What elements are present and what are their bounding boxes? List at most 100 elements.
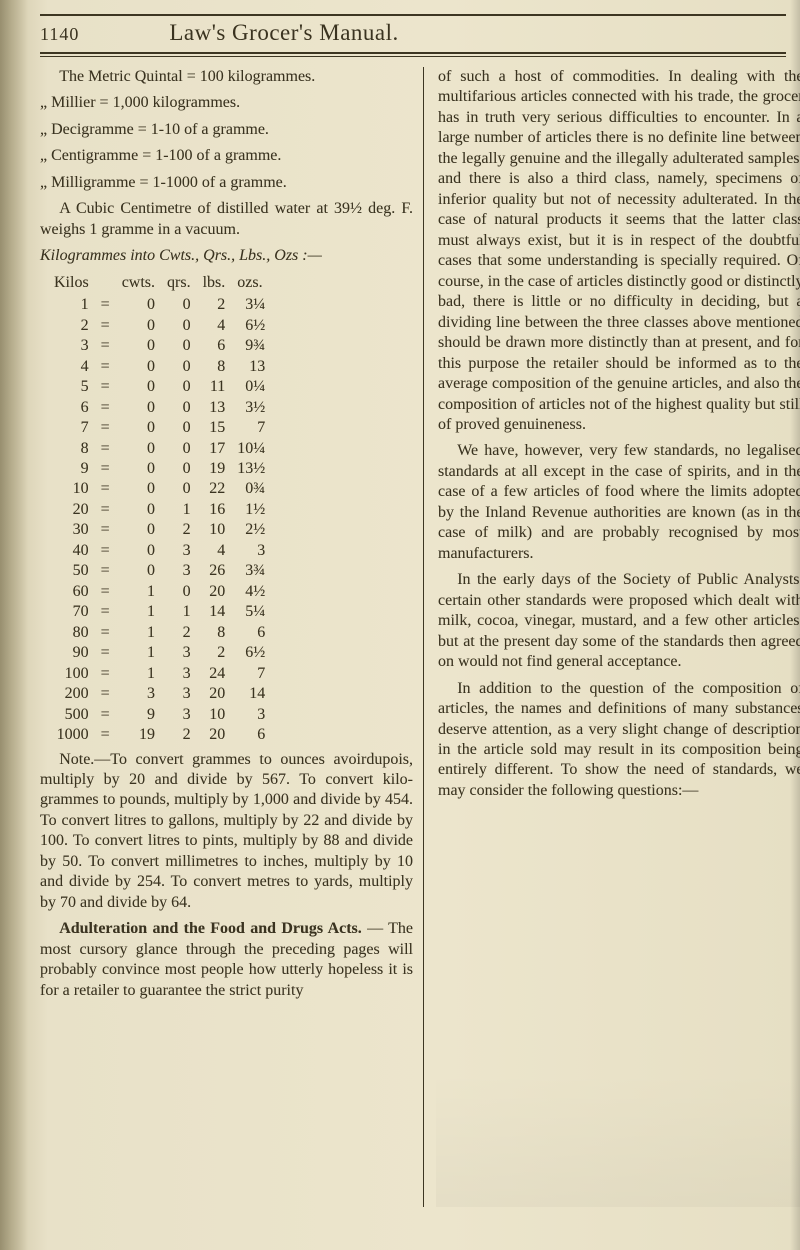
adulteration-para: Adulteration and the Food and Drugs Acts… xyxy=(40,919,413,1001)
table-cell: 0 xyxy=(116,295,161,315)
page-edge-shadow xyxy=(790,0,800,1250)
table-cell: 1 xyxy=(116,602,161,622)
table-cell: 2½ xyxy=(231,520,271,540)
right-p3: In the early days of the Society of Publ… xyxy=(438,570,800,672)
table-row: 90=1326½ xyxy=(48,643,271,663)
table-row: 20=01161½ xyxy=(48,500,271,520)
intro-cubic: A Cubic Centimetre of distilled water at… xyxy=(40,199,413,240)
intro-milli: „ Milligramme = 1-1000 of a gramme. xyxy=(40,173,413,193)
table-cell: 1½ xyxy=(231,500,271,520)
hdr-cwts: cwts. xyxy=(116,273,161,295)
page-number: 1140 xyxy=(40,24,79,45)
table-cell: 3 xyxy=(161,643,197,663)
table-cell: 0 xyxy=(116,336,161,356)
table-cell: 14 xyxy=(231,684,271,704)
table-cell: 17 xyxy=(197,439,232,459)
rule-thin xyxy=(40,56,786,57)
table-cell: = xyxy=(95,520,116,540)
table-cell: 8 xyxy=(48,439,95,459)
table-cell: 0 xyxy=(116,561,161,581)
table-cell: 22 xyxy=(197,479,232,499)
table-cell: 7 xyxy=(231,664,271,684)
table-cell: = xyxy=(95,725,116,745)
table-cell: 60 xyxy=(48,582,95,602)
table-cell: 4 xyxy=(48,357,95,377)
table-cell: 40 xyxy=(48,541,95,561)
table-row: 40=0343 xyxy=(48,541,271,561)
table-cell: 10¼ xyxy=(231,439,271,459)
table-row: 80=1286 xyxy=(48,623,271,643)
table-cell: 0 xyxy=(116,541,161,561)
table-cell: 20 xyxy=(197,684,232,704)
table-cell: 0 xyxy=(116,357,161,377)
table-row: 70=11145¼ xyxy=(48,602,271,622)
table-cell: 2 xyxy=(161,623,197,643)
table-cell: 1 xyxy=(48,295,95,315)
table-cell: 9 xyxy=(48,459,95,479)
table-cell: 0 xyxy=(161,582,197,602)
table-cell: 200 xyxy=(48,684,95,704)
table-cell: = xyxy=(95,377,116,397)
table-cell: 0 xyxy=(161,377,197,397)
table-cell: 4½ xyxy=(231,582,271,602)
table-cell: = xyxy=(95,357,116,377)
table-cell: 19 xyxy=(197,459,232,479)
table-cell: 3 xyxy=(161,664,197,684)
table-row: 4=00813 xyxy=(48,357,271,377)
table-cell: = xyxy=(95,705,116,725)
table-cell: 0 xyxy=(116,459,161,479)
table-row: 7=00157 xyxy=(48,418,271,438)
table-row: 9=001913½ xyxy=(48,459,271,479)
right-p2: We have, however, very few stan­dards, n… xyxy=(438,441,800,564)
table-cell: = xyxy=(95,582,116,602)
table-cell: 8 xyxy=(197,357,232,377)
table-cell: = xyxy=(95,684,116,704)
right-p1: of such a host of commodities. In dealin… xyxy=(438,67,800,435)
table-cell: 13 xyxy=(197,398,232,418)
intro-quintal: The Metric Quintal = 100 kilo­grammes. xyxy=(40,67,413,87)
column-right: of such a host of commodities. In dealin… xyxy=(436,67,800,1207)
table-cell: 0 xyxy=(161,439,197,459)
table-cell: 2 xyxy=(161,520,197,540)
conversion-table: Kilos cwts. qrs. lbs. ozs. 1=0023¼2=0046… xyxy=(48,273,271,746)
table-cell: 90 xyxy=(48,643,95,663)
table-cell: 6 xyxy=(197,336,232,356)
table-cell: 5¼ xyxy=(231,602,271,622)
table-cell: 1 xyxy=(116,623,161,643)
table-row: 5=00110¼ xyxy=(48,377,271,397)
table-cell: 0 xyxy=(116,500,161,520)
table-row: 8=001710¼ xyxy=(48,439,271,459)
table-row: 200=332014 xyxy=(48,684,271,704)
table-cell: = xyxy=(95,398,116,418)
table-cell: 0 xyxy=(116,316,161,336)
table-row: 500=93103 xyxy=(48,705,271,725)
table-cell: 7 xyxy=(48,418,95,438)
table-cell: 4 xyxy=(197,316,232,336)
table-cell: 3¼ xyxy=(231,295,271,315)
table-row: 100=13247 xyxy=(48,664,271,684)
table-row: 30=02102½ xyxy=(48,520,271,540)
table-cell: 15 xyxy=(197,418,232,438)
table-cell: 1 xyxy=(116,664,161,684)
intro-millier: „ Millier = 1,000 kilogrammes. xyxy=(40,93,413,113)
table-cell: 3 xyxy=(161,561,197,581)
table-cell: = xyxy=(95,643,116,663)
table-cell: 0 xyxy=(161,459,197,479)
table-row: 50=03263¾ xyxy=(48,561,271,581)
conversion-note: Note.—To convert grammes to ounces avoir… xyxy=(40,750,413,914)
table-cell: 0 xyxy=(116,398,161,418)
hdr-qrs: qrs. xyxy=(161,273,197,295)
table-cell: 2 xyxy=(197,295,232,315)
table-cell: 0 xyxy=(116,439,161,459)
right-p4: In addition to the question of the compo… xyxy=(438,679,800,802)
table-cell: 0 xyxy=(161,479,197,499)
table-row: 1=0023¼ xyxy=(48,295,271,315)
table-cell: 7 xyxy=(231,418,271,438)
table-cell: 1 xyxy=(161,500,197,520)
table-cell: 13 xyxy=(231,357,271,377)
table-cell: 3 xyxy=(116,684,161,704)
table-cell: 10 xyxy=(197,520,232,540)
columns: The Metric Quintal = 100 kilo­grammes. „… xyxy=(40,67,786,1207)
table-cell: 3 xyxy=(231,705,271,725)
table-row: 3=0069¾ xyxy=(48,336,271,356)
